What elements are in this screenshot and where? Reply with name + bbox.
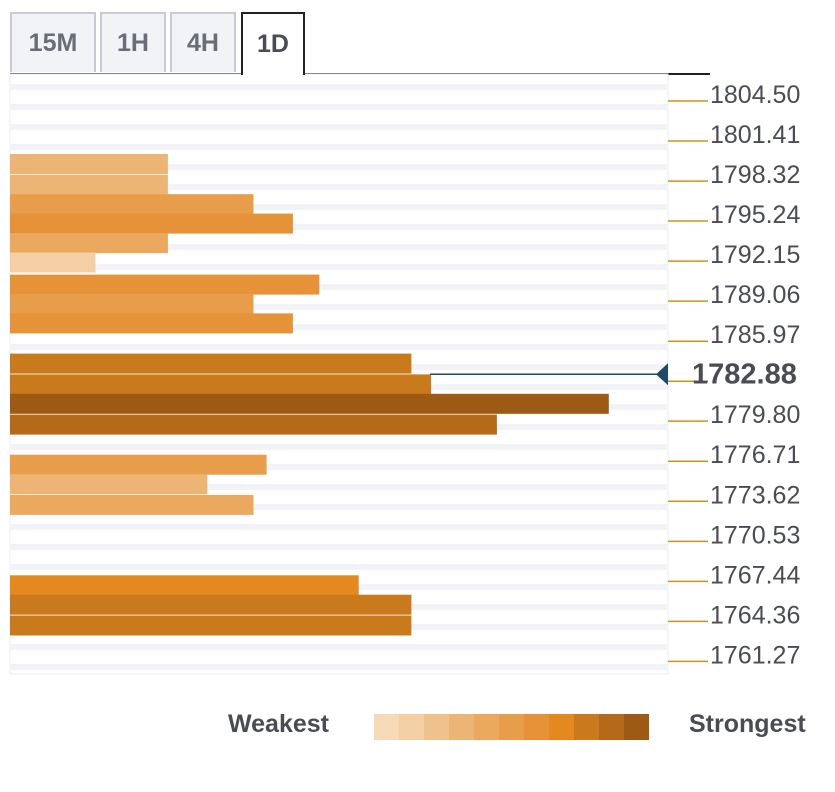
grid-line	[11, 324, 667, 330]
price-label-2: 1798.32	[710, 161, 800, 189]
grid-line	[11, 224, 667, 230]
price-axis: 1804.50 1801.41 1798.32 1795.24 1792.15 1789.…	[668, 81, 800, 669]
grid-line	[11, 244, 667, 250]
legend-swatch-9	[599, 714, 624, 740]
grid-line	[11, 184, 667, 190]
current-price-marker	[430, 363, 668, 386]
bar-10	[10, 374, 432, 395]
bar-14	[10, 474, 208, 495]
grid-line	[11, 644, 667, 650]
bar-4	[10, 233, 168, 254]
bar-2	[10, 194, 254, 215]
tab-15m[interactable]: 15M	[10, 12, 96, 72]
tab-4h[interactable]: 4H	[170, 12, 236, 72]
price-label-11: 1770.53	[710, 521, 800, 549]
grid-line	[11, 164, 667, 170]
bar-5	[10, 252, 96, 273]
bar-1	[10, 174, 168, 195]
grid-line	[11, 544, 667, 550]
grid-line	[11, 664, 667, 670]
bar-15	[10, 494, 254, 515]
grid-line	[11, 264, 667, 270]
price-label-8: 1779.80	[710, 401, 800, 429]
bar-8	[10, 313, 293, 334]
bar-18	[10, 615, 412, 636]
grid-line	[11, 524, 667, 530]
grid-line	[11, 124, 667, 130]
price-label-12: 1767.44	[710, 561, 800, 589]
grid-line	[11, 284, 667, 290]
legend-swatch-5	[499, 714, 524, 740]
legend-swatch-3	[449, 714, 474, 740]
grid-line	[11, 464, 667, 470]
legend-swatch-10	[624, 714, 649, 740]
bar-13	[10, 454, 267, 475]
bar-16	[10, 575, 359, 596]
price-label-7: 1782.88	[692, 358, 797, 390]
legend-swatch-2	[424, 714, 449, 740]
tab-1h[interactable]: 1H	[100, 12, 166, 72]
price-label-3: 1795.24	[710, 201, 800, 229]
legend-color-scale	[374, 714, 649, 740]
legend-strongest-label: Strongest	[689, 710, 806, 738]
bars	[10, 154, 609, 636]
price-label-13: 1764.36	[710, 601, 800, 629]
legend-swatch-0	[374, 714, 399, 740]
price-label-6: 1785.97	[710, 321, 800, 349]
legend-swatch-8	[574, 714, 599, 740]
legend-swatch-6	[524, 714, 549, 740]
confluence-chart: 1804.50 1801.41 1798.32 1795.24 1792.15 1789.…	[9, 73, 800, 675]
grid-line	[11, 84, 667, 90]
legend-swatch-4	[474, 714, 499, 740]
bar-7	[10, 294, 254, 314]
price-label-10: 1773.62	[710, 481, 800, 509]
legend-weakest-label: Weakest	[228, 710, 329, 738]
bar-0	[10, 154, 168, 174]
legend: Weakest Strongest	[0, 706, 835, 746]
grid-line	[11, 504, 667, 510]
price-label-1: 1801.41	[710, 121, 800, 149]
grid-line	[11, 204, 667, 210]
tab-1d[interactable]: 1D	[241, 12, 305, 75]
grid-line	[11, 444, 667, 450]
bar-11	[10, 393, 609, 414]
grid-line	[11, 104, 667, 110]
current-price-arrow-icon	[656, 363, 668, 386]
price-label-5: 1789.06	[710, 281, 800, 309]
bar-12	[10, 414, 497, 435]
bar-9	[10, 353, 412, 374]
grid-line	[11, 484, 667, 490]
grid-line	[11, 304, 667, 310]
grid-line	[11, 144, 667, 150]
legend-swatch-7	[549, 714, 574, 740]
price-label-14: 1761.27	[710, 641, 800, 669]
grid-line	[11, 344, 667, 350]
bar-6	[10, 274, 320, 295]
bar-3	[10, 213, 293, 234]
bar-17	[10, 594, 412, 615]
legend-swatch-1	[399, 714, 424, 740]
price-label-4: 1792.15	[710, 241, 800, 269]
price-label-0: 1804.50	[710, 81, 800, 109]
grid-line	[11, 564, 667, 570]
price-label-9: 1776.71	[710, 441, 800, 469]
